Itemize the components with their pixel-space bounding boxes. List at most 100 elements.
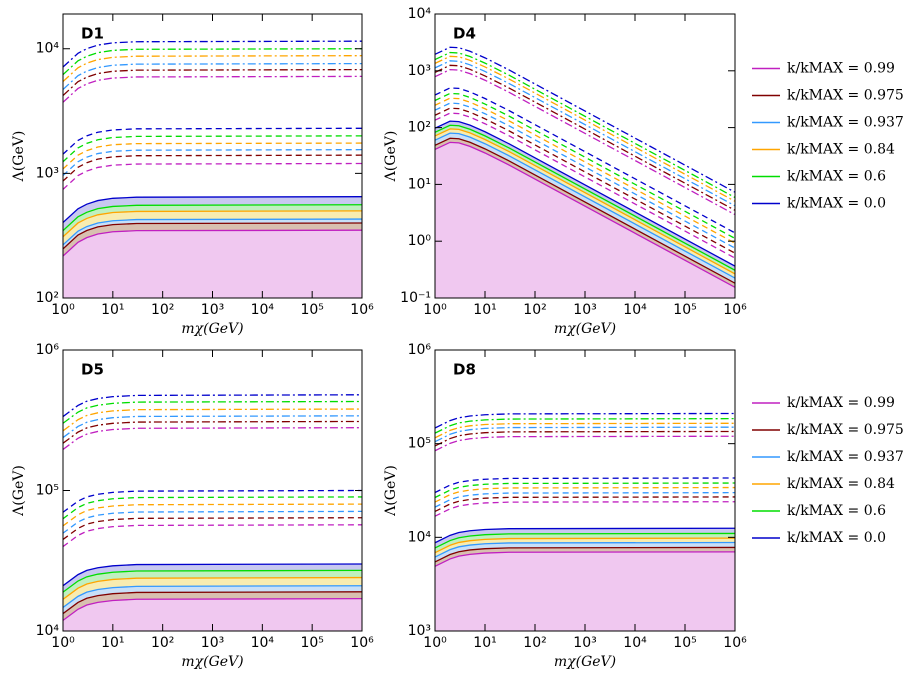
legend-label: k/kMAX = 0.937	[787, 449, 904, 465]
y-tick-label: 10⁵	[36, 483, 59, 499]
curve	[63, 415, 362, 439]
curve	[435, 486, 735, 503]
curve	[63, 585, 362, 609]
curve	[435, 482, 735, 499]
curve	[63, 510, 362, 534]
curve	[435, 491, 735, 508]
y-axis-label: Λ(GeV)	[383, 131, 399, 183]
x-tick-label: 10¹	[473, 302, 496, 318]
curve	[63, 127, 362, 155]
panel-title: D1	[81, 25, 104, 43]
curve	[435, 102, 735, 249]
curve	[435, 435, 735, 452]
legend-label: k/kMAX = 0.84	[787, 142, 895, 158]
x-tick-label: 10²	[523, 635, 546, 651]
plot-area	[435, 46, 735, 298]
curve	[435, 501, 735, 517]
curve	[435, 417, 735, 434]
legend-label: k/kMAX = 0.0	[787, 530, 886, 546]
curve	[435, 477, 735, 494]
curve	[63, 222, 362, 250]
x-tick-label: 10²	[151, 635, 174, 651]
curve	[63, 420, 362, 444]
curve	[63, 576, 362, 600]
curve	[63, 68, 362, 96]
curve	[63, 154, 362, 182]
curve	[63, 142, 362, 170]
x-axis-label: mχ(GeV)	[181, 654, 243, 670]
curve	[63, 149, 362, 177]
y-tick-label: 10³	[408, 63, 431, 79]
x-tick-label: 10⁶	[723, 635, 747, 651]
legend-label: k/kMAX = 0.975	[787, 88, 904, 104]
curve	[435, 46, 735, 193]
x-tick-label: 10¹	[101, 302, 124, 318]
curve	[63, 62, 362, 90]
curve	[63, 75, 362, 103]
legend-label: k/kMAX = 0.99	[787, 395, 895, 411]
x-tick-label: 10³	[201, 302, 224, 318]
x-tick-label: 10³	[573, 635, 596, 651]
x-axis-label: mχ(GeV)	[181, 321, 243, 337]
plot-area	[435, 412, 735, 631]
curve	[63, 524, 362, 548]
x-tick-label: 10⁵	[673, 635, 696, 651]
panel-title: D5	[81, 361, 104, 379]
y-tick-label: 10³	[408, 623, 431, 639]
curve	[63, 40, 362, 68]
x-tick-label: 10⁴	[251, 635, 275, 651]
curve	[63, 503, 362, 527]
curve	[435, 551, 735, 567]
y-tick-label: 10⁴	[36, 41, 60, 57]
curve	[435, 124, 735, 271]
curve	[435, 137, 735, 284]
legend-label: k/kMAX = 0.937	[787, 115, 904, 131]
band-fill	[435, 551, 735, 631]
x-tick-label: 10²	[151, 302, 174, 318]
panel-title: D4	[453, 25, 476, 43]
curve	[63, 408, 362, 432]
x-tick-label: 10⁴	[623, 302, 647, 318]
x-tick-label: 10⁰	[51, 302, 75, 318]
curve	[435, 120, 735, 267]
legend-label: k/kMAX = 0.99	[787, 61, 895, 77]
curve	[63, 196, 362, 224]
x-axis-label: mχ(GeV)	[554, 321, 616, 337]
y-axis-label: Λ(GeV)	[11, 131, 27, 183]
curve	[63, 496, 362, 520]
legend-label: k/kMAX = 0.0	[787, 196, 886, 212]
curve	[435, 132, 735, 279]
curve	[435, 64, 735, 211]
y-axis-label: Λ(GeV)	[383, 465, 399, 517]
x-tick-label: 10⁶	[723, 302, 747, 318]
y-tick-label: 10⁶	[408, 342, 432, 358]
curve	[63, 394, 362, 418]
curve	[435, 541, 735, 558]
band-fill	[435, 142, 735, 298]
curve	[63, 210, 362, 238]
curve	[435, 546, 735, 563]
y-tick-label: 10⁵	[408, 436, 431, 452]
y-tick-label: 10¹	[408, 176, 431, 192]
x-tick-label: 10⁰	[423, 635, 447, 651]
curve	[435, 51, 735, 199]
plot-area	[63, 394, 362, 631]
curve	[63, 517, 362, 541]
y-tick-label: 10⁴	[408, 529, 432, 545]
curve	[63, 55, 362, 83]
curve	[435, 412, 735, 429]
y-tick-label: 10⁻¹	[400, 290, 431, 306]
legend-label: k/kMAX = 0.84	[787, 476, 895, 492]
x-axis-label: mχ(GeV)	[554, 654, 616, 670]
curve	[63, 569, 362, 593]
curve	[63, 591, 362, 615]
curve	[63, 229, 362, 257]
curve	[63, 400, 362, 424]
curve	[63, 427, 362, 450]
curve	[435, 92, 735, 239]
curve	[435, 527, 735, 544]
panel-title: D8	[453, 361, 476, 379]
x-tick-label: 10¹	[101, 635, 124, 651]
y-tick-label: 10²	[36, 290, 59, 306]
